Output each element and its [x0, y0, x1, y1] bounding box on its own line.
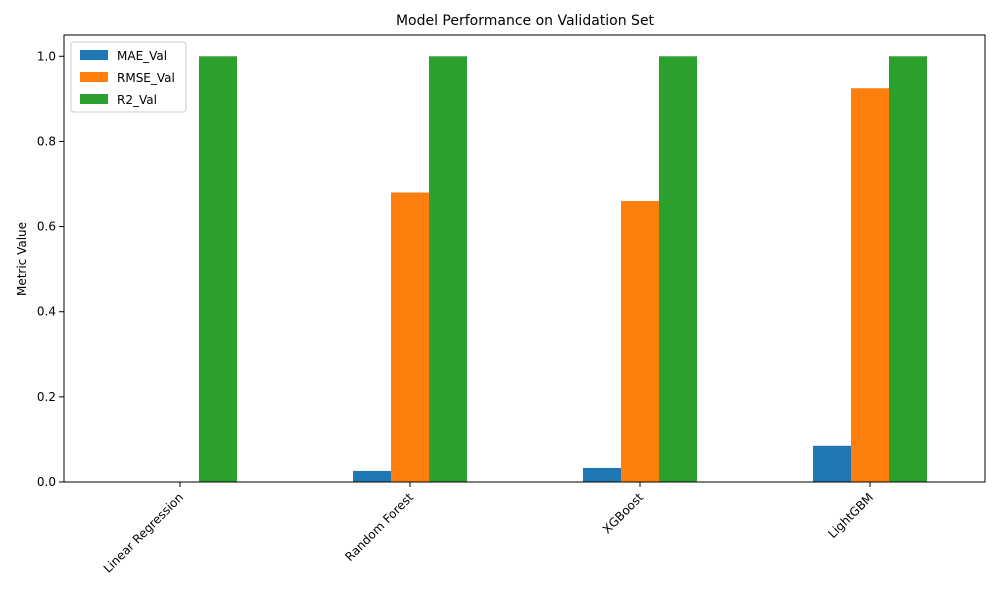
legend-swatch: [80, 72, 108, 82]
legend-swatch: [80, 94, 108, 104]
y-tick-label: 0.0: [37, 475, 56, 489]
bar-r2-val-linear-regression: [199, 56, 237, 483]
legend-label: MAE_Val: [117, 49, 167, 63]
plot-frame: [63, 34, 986, 483]
x-tick-label: XGBoost: [600, 490, 646, 536]
bar-mae-val-xgboost: [583, 467, 621, 482]
y-tick-label: 0.8: [37, 134, 56, 148]
bar-rmse-val-lightgbm: [851, 88, 889, 482]
bars-group: [199, 56, 927, 483]
x-axis-ticks: Linear Regression Random Forest XGBoost Lig…: [101, 482, 876, 576]
y-axis-label: Metric Value: [15, 222, 29, 296]
chart-title: Model Performance on Validation Set: [396, 13, 655, 29]
bar-r2-val-lightgbm: [889, 56, 927, 483]
bar-rmse-val-xgboost: [621, 201, 659, 482]
bar-r2-val-random-forest: [429, 56, 467, 483]
y-tick-label: 1.0: [37, 49, 56, 63]
bar-mae-val-random-forest: [353, 470, 391, 482]
y-axis-ticks: 0.0 0.2 0.4 0.6 0.8 1.0: [37, 49, 64, 489]
bar-mae-val-lightgbm: [813, 445, 851, 482]
legend: MAE_Val RMSE_Val R2_Val: [70, 41, 187, 113]
x-tick-label: Random Forest: [342, 490, 416, 564]
y-tick-label: 0.4: [37, 305, 56, 319]
y-tick-label: 0.2: [37, 390, 56, 404]
legend-swatch: [80, 50, 108, 60]
bar-r2-val-xgboost: [659, 56, 697, 483]
x-tick-label: Linear Regression: [101, 490, 186, 575]
legend-label: RMSE_Val: [117, 71, 175, 85]
y-tick-label: 0.6: [37, 220, 56, 234]
bar-rmse-val-random-forest: [391, 192, 429, 482]
legend-label: R2_Val: [117, 93, 157, 107]
x-tick-label: LightGBM: [825, 490, 876, 541]
